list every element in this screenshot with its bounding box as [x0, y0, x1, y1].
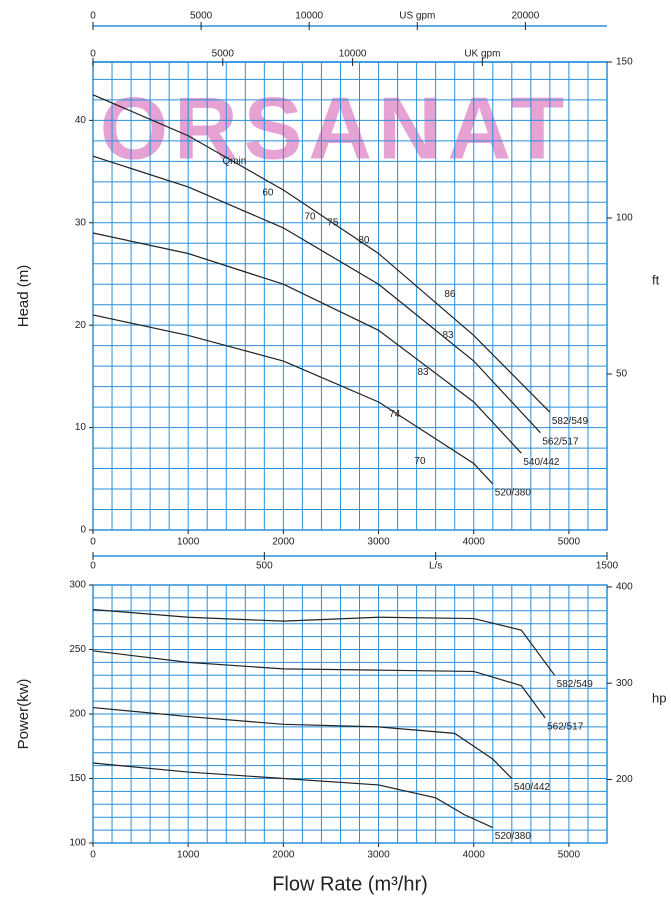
efficiency-label: 74 [389, 409, 401, 420]
curve-label: 540/442 [523, 457, 560, 468]
efficiency-label: 83 [442, 330, 454, 341]
y2-tick-label: 100 [616, 213, 633, 224]
curve [92, 608, 556, 676]
secondary-tick-label: UK gpm [464, 49, 500, 60]
curve [92, 94, 551, 413]
y-axis-label: Power(kw) [15, 679, 32, 750]
y-tick-label: 0 [80, 525, 86, 536]
efficiency-label: 70 [304, 211, 316, 222]
curve [92, 650, 546, 719]
y2-axis-label: ft [652, 272, 660, 287]
curve [92, 762, 494, 829]
y2-tick-label: 50 [616, 369, 628, 380]
y-tick-label: 250 [69, 644, 86, 655]
secondary-tick-label: 500 [256, 561, 273, 572]
curve [92, 155, 541, 434]
curve-label: 582/549 [552, 416, 589, 427]
efficiency-label: 60 [262, 188, 274, 199]
x-tick-label: 3000 [367, 850, 390, 861]
y-tick-label: 20 [75, 320, 87, 331]
curve-label: 562/517 [547, 722, 584, 733]
secondary-tick-label: 0 [90, 11, 96, 22]
secondary-tick-label: US gpm [399, 11, 435, 22]
curve [92, 232, 522, 454]
x-tick-label: 0 [90, 850, 96, 861]
curve [92, 706, 513, 779]
curve [92, 314, 494, 485]
x-tick-label: 5000 [558, 850, 581, 861]
y-tick-label: 200 [69, 709, 86, 720]
secondary-tick-label: 5000 [190, 11, 213, 22]
y2-axis-label: hp [652, 690, 666, 705]
secondary-tick-label: 0 [90, 561, 96, 572]
x-tick-label: 2000 [272, 537, 295, 548]
secondary-tick-label: 0 [90, 49, 96, 60]
efficiency-label: 83 [417, 367, 429, 378]
x-axis-label: Flow Rate (m³/hr) [272, 873, 428, 895]
curve-label: 520/380 [495, 831, 532, 842]
efficiency-label: 75 [327, 217, 339, 228]
secondary-tick-label: 20000 [511, 11, 539, 22]
secondary-tick-label: 5000 [212, 49, 235, 60]
x-tick-label: 0 [90, 537, 96, 548]
x-tick-label: 1000 [177, 537, 200, 548]
watermark: ORSANAT [100, 78, 571, 177]
y2-tick-label: 400 [616, 582, 633, 593]
y-tick-label: 40 [75, 115, 87, 126]
curve-label: 562/517 [542, 436, 579, 447]
x-tick-label: 5000 [558, 537, 581, 548]
curve-label: 582/549 [557, 679, 594, 690]
y-axis-label: Head (m) [15, 265, 32, 328]
secondary-tick-label: 10000 [339, 49, 367, 60]
y-tick-label: 150 [69, 773, 86, 784]
secondary-tick-label: L/s [429, 561, 442, 572]
efficiency-label: 80 [358, 235, 370, 246]
curve-label: 540/442 [514, 782, 551, 793]
x-tick-label: 4000 [463, 850, 486, 861]
efficiency-label: 70 [414, 456, 426, 467]
efficiency-label: 86 [444, 289, 456, 300]
curve-label: 520/380 [495, 488, 532, 499]
y-tick-label: 300 [69, 580, 86, 591]
x-tick-label: 4000 [463, 537, 486, 548]
y-tick-label: 100 [69, 838, 86, 849]
y-tick-label: 10 [75, 422, 87, 433]
efficiency-label: Qmin [222, 156, 246, 167]
y2-tick-label: 200 [616, 774, 633, 785]
secondary-tick-label: 10000 [295, 11, 323, 22]
x-tick-label: 2000 [272, 850, 295, 861]
y2-tick-label: 150 [616, 57, 633, 68]
x-tick-label: 1000 [177, 850, 200, 861]
y2-tick-label: 300 [616, 678, 633, 689]
x-tick-label: 3000 [367, 537, 390, 548]
secondary-tick-label: 1500 [596, 561, 619, 572]
y-tick-label: 30 [75, 217, 87, 228]
